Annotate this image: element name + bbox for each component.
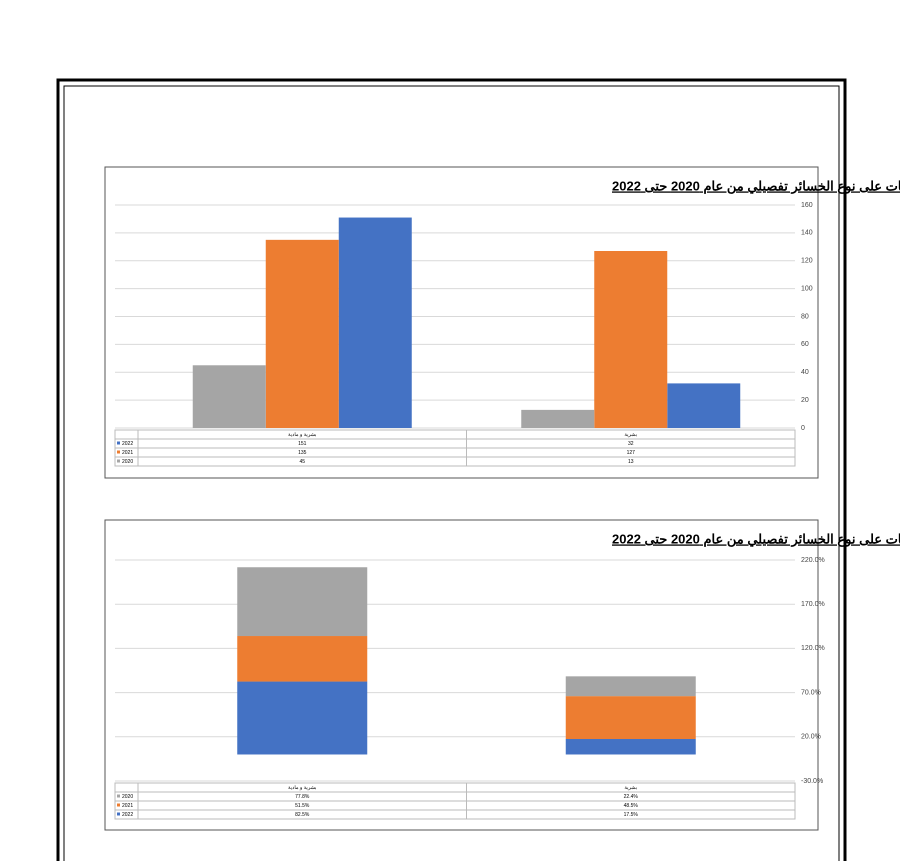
table-value: 45 (299, 459, 305, 465)
y-tick-label: 60 (801, 341, 809, 348)
y-tick-label: 100 (801, 285, 813, 292)
y-tick-label: 80 (801, 313, 809, 320)
page-border-inner (63, 85, 840, 866)
page-border (56, 78, 847, 866)
table-value: 51.5% (295, 803, 310, 809)
table-header: بشرية (624, 432, 637, 438)
y-tick-label: -30.0% (801, 778, 823, 785)
y-tick-label: 220.0% (801, 557, 825, 564)
table-header: بشرية و مادية (288, 432, 316, 438)
chart-title: رسم بياني(12.10) لتوزيع نسبة الاصابات عل… (612, 531, 900, 547)
table-value: 32 (628, 441, 634, 447)
table-value: 17.5% (624, 812, 639, 818)
legend-label: 2022 (122, 441, 133, 447)
bar-segment (565, 676, 696, 697)
legend-swatch (117, 794, 120, 798)
bar-segment (237, 681, 368, 755)
chart-frame (104, 519, 819, 831)
table-value: 82.5% (295, 812, 310, 818)
bar-segment (237, 567, 368, 637)
table-value: 135 (298, 450, 307, 456)
legend-swatch (117, 803, 120, 807)
bar (265, 239, 339, 428)
legend-label: 2021 (122, 803, 133, 809)
bar-segment (565, 696, 696, 740)
bar (667, 383, 741, 428)
table-header: بشرية و مادية (288, 785, 316, 791)
chart-title: رسم بياني (12.9) لتوزيع عدد الاصابات على… (612, 178, 900, 194)
bar (594, 250, 668, 428)
table-value: 22.4% (624, 794, 639, 800)
y-tick-label: 70.0% (801, 689, 821, 696)
y-tick-label: 40 (801, 369, 809, 376)
table-value: 13 (628, 459, 634, 465)
y-tick-label: 0 (801, 425, 805, 432)
legend-swatch (117, 441, 120, 445)
table-value: 127 (627, 450, 636, 456)
chart-frame (104, 166, 819, 479)
legend-swatch (117, 450, 120, 454)
y-tick-label: 20.0% (801, 734, 821, 741)
y-tick-label: 20 (801, 397, 809, 404)
table-value: 77.8% (295, 794, 310, 800)
y-tick-label: 140 (801, 230, 813, 237)
legend-label: 2020 (122, 459, 133, 465)
bar (192, 365, 266, 428)
table-value: 48.5% (624, 803, 639, 809)
bar-segment (237, 636, 368, 682)
bar (338, 217, 412, 428)
legend-swatch (117, 459, 120, 463)
y-tick-label: 160 (801, 202, 813, 209)
legend-label: 2022 (122, 812, 133, 818)
legend-swatch (117, 812, 120, 816)
table-value: 151 (298, 441, 307, 447)
legend-label: 2020 (122, 794, 133, 800)
table-header: بشرية (624, 785, 637, 791)
y-tick-label: 120.0% (801, 645, 825, 652)
y-tick-label: 120 (801, 258, 813, 265)
legend-label: 2021 (122, 450, 133, 456)
bar (521, 409, 595, 428)
bar-segment (565, 739, 696, 755)
y-tick-label: 170.0% (801, 601, 825, 608)
